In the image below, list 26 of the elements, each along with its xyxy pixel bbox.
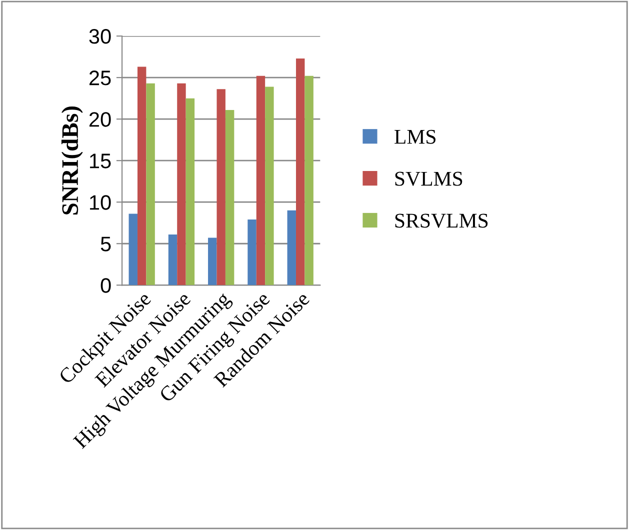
bar [296, 58, 305, 286]
y-axis-title: SNRI(dBs) [61, 106, 83, 214]
bar [248, 220, 256, 286]
bar [137, 66, 146, 286]
legend-label: SRSVLMS [395, 214, 488, 228]
y-tick-label: 0 [100, 278, 111, 293]
bar [265, 86, 274, 286]
y-tick-label: 30 [89, 29, 111, 44]
bar [168, 234, 178, 286]
y-tick-label: 5 [100, 236, 111, 252]
legend-label: SVLMS [395, 172, 462, 186]
bar [186, 98, 195, 286]
bar [216, 89, 226, 286]
bar [128, 214, 138, 286]
bar [208, 238, 217, 286]
bar [256, 76, 266, 286]
legend-label: LMS [394, 130, 436, 144]
y-tick-label: 25 [89, 70, 111, 86]
bar [177, 83, 186, 286]
bar [287, 210, 296, 286]
y-tick-label: 15 [90, 154, 111, 168]
bar [146, 83, 155, 286]
y-tick-label: 10 [90, 195, 111, 210]
bar [304, 76, 314, 286]
bar [225, 110, 234, 286]
y-tick-label: 20 [89, 112, 111, 127]
